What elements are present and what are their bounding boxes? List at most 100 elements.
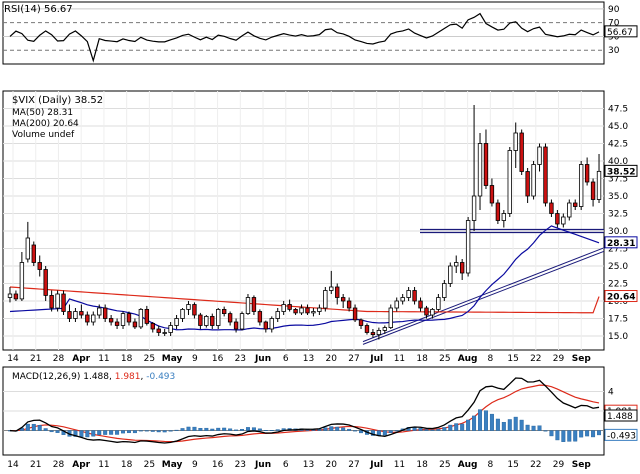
macd-hist-value-box — [604, 428, 638, 441]
candle-body — [549, 202, 554, 214]
macd-hist-bar — [121, 430, 126, 434]
x-tick-label: 11 — [98, 354, 109, 364]
macd-hist-bar — [501, 422, 506, 431]
macd-hist-bar — [228, 428, 233, 431]
candle-body — [245, 297, 251, 315]
price-tick-label: 47.5 — [608, 105, 628, 115]
candle-body — [543, 146, 548, 204]
candle-body — [216, 308, 221, 326]
macd-hist-bar — [341, 427, 346, 431]
last-value-label: 38.52 — [607, 167, 635, 177]
candle-body — [299, 307, 304, 314]
candle-body — [204, 315, 209, 326]
candle-body — [102, 307, 108, 319]
candle-body — [108, 318, 114, 323]
rsi-frame — [2, 1, 605, 65]
candle-body — [156, 328, 161, 333]
macd-hist-bar — [126, 430, 131, 434]
macd-hist-bar — [591, 430, 596, 438]
candle-body — [174, 318, 179, 326]
macd-hist-bar — [388, 430, 393, 433]
x-tick-label: 28 — [53, 354, 65, 364]
macd-hist-bar — [216, 427, 221, 431]
candle-body — [412, 290, 417, 302]
candle-body — [251, 297, 257, 312]
price-tick-label: 25.0 — [608, 262, 628, 272]
x-tick-label: 23 — [235, 460, 246, 470]
candle-body — [311, 311, 316, 314]
price-tick-label: 45.0 — [608, 122, 628, 132]
macd-hist-bar — [156, 430, 161, 433]
candle-body — [221, 308, 227, 314]
candle-body — [269, 318, 274, 330]
macd-hist-bar — [329, 426, 334, 431]
macd-hist-bar — [347, 428, 352, 431]
x-axis: 14 14 21 21 28 28 Apr Apr 11 11 18 18 25 25 May May 9 9 16… — [7, 354, 591, 470]
x-tick-label: 25 — [144, 354, 155, 364]
candle-body — [67, 311, 72, 319]
x-tick-label: 27 — [348, 354, 359, 364]
price-tick-label: 42.5 — [608, 140, 628, 150]
candle-body — [573, 202, 578, 207]
ma50-value-label-box — [604, 236, 638, 249]
candle-body — [335, 286, 340, 298]
candle-body — [465, 220, 471, 274]
x-tick-label: Aug — [458, 460, 478, 470]
macd-hist-bar — [275, 429, 280, 431]
x-tick-label: Jun — [254, 354, 271, 364]
rsi-tick-label: 50 — [608, 32, 620, 42]
x-tick-label: 9 — [192, 354, 198, 364]
ma200-label: MA(200) 20.64 — [12, 119, 79, 129]
macd-hist-bar — [561, 430, 566, 442]
x-tick-label: 20 — [326, 460, 338, 470]
macd-hist-bar — [31, 423, 36, 431]
macd-hist-bar — [103, 430, 108, 435]
macd-hist-bar — [555, 430, 560, 441]
macd-hist-bar — [204, 427, 209, 431]
macd-hist-bar — [55, 430, 60, 433]
candle-body — [364, 325, 370, 333]
candle-body — [317, 307, 322, 312]
candle-body — [531, 164, 536, 197]
rsi-tick-label: 30 — [608, 46, 620, 56]
candle-body — [138, 308, 144, 328]
x-tick-label: 11 — [394, 354, 405, 364]
rsi-tick-label: 90 — [608, 5, 620, 15]
candle-body — [555, 213, 560, 225]
candle-body — [257, 311, 263, 323]
candle-body — [537, 146, 542, 165]
candle-body — [382, 327, 388, 331]
macd-hist-bar — [495, 418, 500, 431]
macd-hist-bar — [245, 427, 250, 431]
macd-hist-bar — [418, 427, 423, 431]
candle-body — [97, 307, 102, 316]
x-tick-label: 25 — [439, 354, 450, 364]
candle-body — [424, 307, 429, 316]
x-tick-label: 29 — [553, 460, 565, 470]
macd-hist-bar — [424, 429, 429, 431]
price-tick-label: 37.5 — [608, 175, 628, 185]
rsi-panel: 30 50 70 90 56.67 — [2, 1, 638, 65]
candle-body — [239, 313, 245, 330]
macd-hist-bar — [448, 424, 453, 431]
price-tick-label: 30.0 — [608, 227, 628, 237]
price-tick-label: 40.0 — [608, 157, 628, 167]
macd-hist-bar — [394, 430, 399, 432]
macd-hist-bar — [234, 429, 239, 431]
candle-body — [120, 313, 126, 326]
x-tick-label: May — [162, 460, 183, 470]
x-tick-label: May — [162, 354, 183, 364]
macd-hist-bar — [353, 430, 358, 432]
candle-body — [186, 304, 191, 310]
macd-line — [9, 377, 600, 444]
macd-hist-bar — [335, 426, 340, 431]
symbol-label: $VIX (Daily) 38.52 — [12, 95, 103, 106]
x-tick-label: Aug — [458, 354, 478, 364]
macd-tick-label: 4 — [608, 387, 614, 397]
candle-body — [346, 300, 352, 309]
x-tick-label: 6 — [283, 354, 289, 364]
candle-body — [370, 332, 376, 335]
macd-hist-bar — [240, 428, 245, 431]
candle-body — [305, 307, 310, 314]
macd-hist-bar — [180, 428, 185, 431]
